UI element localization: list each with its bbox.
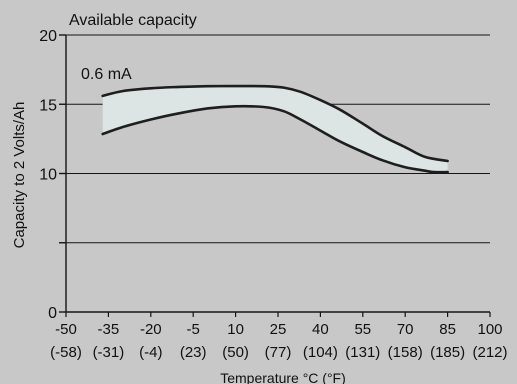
x-tick-label-fahrenheit: (-58) <box>50 344 82 361</box>
chart-title: Available capacity <box>69 12 197 29</box>
y-tick-label-20: 20 <box>39 28 57 45</box>
axes: 0 10 15 20 -50 (-58) -35 (-31) -20 (-4) -5 (23) 10 (5… <box>39 28 507 361</box>
x-tick-label-celsius: -20 <box>140 321 162 338</box>
x-tick-label-fahrenheit: (-31) <box>93 344 125 361</box>
x-tick-label-fahrenheit: (212) <box>472 344 507 361</box>
x-tick-label-celsius: 70 <box>397 321 414 338</box>
lower-capacity-line <box>101 104 449 174</box>
x-tick-label-fahrenheit: (50) <box>222 344 249 361</box>
x-tick-label-fahrenheit: (23) <box>180 344 207 361</box>
current-annotation: 0.6 mA <box>81 66 132 83</box>
x-tick-label-celsius: 100 <box>477 321 502 338</box>
x-tick-label-celsius: 55 <box>354 321 371 338</box>
plot-area <box>66 34 490 244</box>
x-tick-label-fahrenheit: (104) <box>303 344 338 361</box>
x-tick-label-fahrenheit: (131) <box>345 344 380 361</box>
x-tick-label-fahrenheit: (158) <box>388 344 423 361</box>
y-tick-label-10: 10 <box>39 167 57 184</box>
x-tick-label-celsius: 85 <box>439 321 456 338</box>
x-tick-label-fahrenheit: (77) <box>265 344 292 361</box>
x-tick-label-celsius: -5 <box>187 321 200 338</box>
x-tick-label-celsius: 40 <box>312 321 329 338</box>
x-tick-label-celsius: -50 <box>55 321 77 338</box>
y-tick-label-0: 0 <box>48 305 57 322</box>
x-tick-label-fahrenheit: (185) <box>430 344 465 361</box>
y-tick-label-15: 15 <box>39 97 57 114</box>
x-tick-label-celsius: -35 <box>98 321 120 338</box>
x-tick-label-celsius: 25 <box>270 321 287 338</box>
upper-capacity-line <box>101 84 449 163</box>
x-tick-label-fahrenheit: (-4) <box>139 344 162 361</box>
x-axis-label: Temperature °C (°F) <box>220 370 346 384</box>
y-axis-label: Capacity to 2 Volts/Ah <box>11 102 28 249</box>
x-tick-label-celsius: 10 <box>227 321 244 338</box>
